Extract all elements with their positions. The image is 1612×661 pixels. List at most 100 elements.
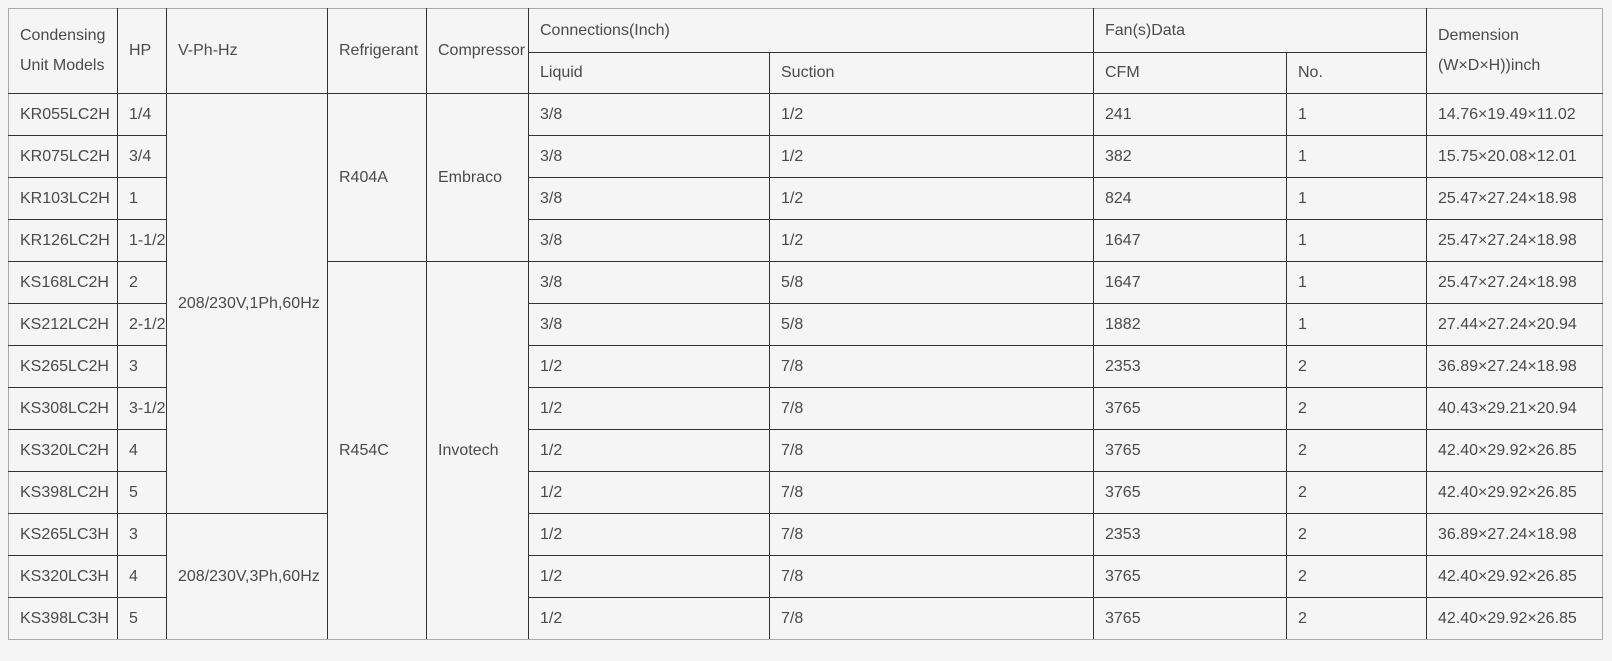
liquid-cell: 1/2 [528,555,770,598]
fan-no-cell: 1 [1286,135,1427,178]
table-body: KR055LC2H 1/4 208/230V,1Ph,60Hz R404A Em… [8,93,1603,640]
dimension-cell: 25.47×27.24×18.98 [1426,177,1603,220]
liquid-cell: 3/8 [528,303,770,346]
header-fan-no: No. [1286,52,1427,94]
liquid-cell: 3/8 [528,135,770,178]
compressor-cell: Invotech [426,261,529,640]
cfm-cell: 3765 [1093,555,1287,598]
hp-cell: 2-1/2 [117,303,167,346]
dimension-cell: 27.44×27.24×20.94 [1426,303,1603,346]
dimension-cell: 42.40×29.92×26.85 [1426,597,1603,640]
table-row: KS320LC2H 4 1/2 7/8 3765 2 42.40×29.92×2… [8,429,1603,472]
hp-cell: 3 [117,513,167,556]
cfm-cell: 824 [1093,177,1287,220]
model-cell: KS398LC2H [8,471,118,514]
cfm-cell: 241 [1093,93,1287,136]
model-cell: KS265LC3H [8,513,118,556]
liquid-cell: 1/2 [528,387,770,430]
model-cell: KS168LC2H [8,261,118,304]
fan-no-cell: 1 [1286,303,1427,346]
compressor-cell: Embraco [426,93,529,262]
suction-cell: 1/2 [769,93,1094,136]
header-hp: HP [117,8,167,94]
hp-cell: 5 [117,471,167,514]
dimension-cell: 36.89×27.24×18.98 [1426,345,1603,388]
table-row: KR055LC2H 1/4 208/230V,1Ph,60Hz R404A Em… [8,93,1603,514]
hp-cell: 3-1/2 [117,387,167,430]
model-cell: KR103LC2H [8,177,118,220]
fan-no-cell: 1 [1286,261,1427,304]
header-cfm: CFM [1093,52,1287,94]
fan-no-cell: 2 [1286,471,1427,514]
model-cell: KS212LC2H [8,303,118,346]
hp-cell: 3/4 [117,135,167,178]
header-fans-data: Fan(s)Data [1093,8,1427,53]
dimension-cell: 40.43×29.21×20.94 [1426,387,1603,430]
fan-no-cell: 1 [1286,93,1427,136]
dimension-cell: 15.75×20.08×12.01 [1426,135,1603,178]
hp-cell: 1/4 [117,93,167,136]
suction-cell: 5/8 [769,303,1094,346]
cfm-cell: 2353 [1093,345,1287,388]
fan-no-cell: 1 [1286,177,1427,220]
fan-no-cell: 1 [1286,219,1427,262]
liquid-cell: 3/8 [528,219,770,262]
table-header: Condensing Unit Models HP V-Ph-Hz Refrig… [8,8,1603,94]
table-row: KR075LC2H 3/4 3/8 1/2 382 1 15.75×20.08×… [8,135,1603,178]
model-cell: KR055LC2H [8,93,118,136]
table-row: KS398LC3H 5 1/2 7/8 3765 2 42.40×29.92×2… [8,597,1603,640]
cfm-cell: 1882 [1093,303,1287,346]
fan-no-cell: 2 [1286,597,1427,640]
cfm-cell: 3765 [1093,597,1287,640]
table-row: KS265LC2H 3 1/2 7/8 2353 2 36.89×27.24×1… [8,345,1603,388]
suction-cell: 7/8 [769,513,1094,556]
header-dimension: Demension (W×D×H))inch [1426,8,1603,94]
dimension-cell: 42.40×29.92×26.85 [1426,555,1603,598]
table-row: KS265LC3H 3 208/230V,3Ph,60Hz 1/2 7/8 23… [8,513,1603,640]
cfm-cell: 3765 [1093,387,1287,430]
header-v-ph-hz: V-Ph-Hz [166,8,328,94]
table-row: KR103LC2H 1 3/8 1/2 824 1 25.47×27.24×18… [8,177,1603,220]
model-cell: KR075LC2H [8,135,118,178]
hp-cell: 5 [117,597,167,640]
suction-cell: 1/2 [769,177,1094,220]
v-ph-hz-cell: 208/230V,1Ph,60Hz [166,93,328,514]
model-cell: KS265LC2H [8,345,118,388]
hp-cell: 3 [117,345,167,388]
suction-cell: 7/8 [769,345,1094,388]
cfm-cell: 382 [1093,135,1287,178]
table-row: KS308LC2H 3-1/2 1/2 7/8 3765 2 40.43×29.… [8,387,1603,430]
liquid-cell: 1/2 [528,597,770,640]
cfm-cell: 1647 [1093,219,1287,262]
cfm-cell: 2353 [1093,513,1287,556]
header-condensing-unit-models: Condensing Unit Models [8,8,118,94]
liquid-cell: 1/2 [528,345,770,388]
header-suction: Suction [769,52,1094,94]
header-row-2: Liquid Suction CFM No. [9,52,1603,94]
suction-cell: 7/8 [769,555,1094,598]
liquid-cell: 3/8 [528,93,770,136]
hp-cell: 1 [117,177,167,220]
dimension-cell: 42.40×29.92×26.85 [1426,471,1603,514]
hp-cell: 2 [117,261,167,304]
refrigerant-cell: R454C [327,261,427,640]
suction-cell: 1/2 [769,219,1094,262]
dimension-cell: 42.40×29.92×26.85 [1426,429,1603,472]
liquid-cell: 1/2 [528,471,770,514]
cfm-cell: 3765 [1093,471,1287,514]
dimension-cell: 25.47×27.24×18.98 [1426,261,1603,304]
model-cell: KR126LC2H [8,219,118,262]
table-row: KR126LC2H 1-1/2 3/8 1/2 1647 1 25.47×27.… [8,219,1603,262]
hp-cell: 4 [117,429,167,472]
cfm-cell: 1647 [1093,261,1287,304]
table-row: KS168LC2H 2 R454C Invotech 3/8 5/8 1647 … [8,261,1603,640]
liquid-cell: 1/2 [528,513,770,556]
header-liquid: Liquid [528,52,770,94]
table-row: KS212LC2H 2-1/2 3/8 5/8 1882 1 27.44×27.… [8,303,1603,346]
header-refrigerant: Refrigerant [327,8,427,94]
hp-cell: 1-1/2 [117,219,167,262]
header-compressor: Compressor [426,8,529,94]
suction-cell: 5/8 [769,261,1094,304]
fan-no-cell: 2 [1286,513,1427,556]
fan-no-cell: 2 [1286,555,1427,598]
